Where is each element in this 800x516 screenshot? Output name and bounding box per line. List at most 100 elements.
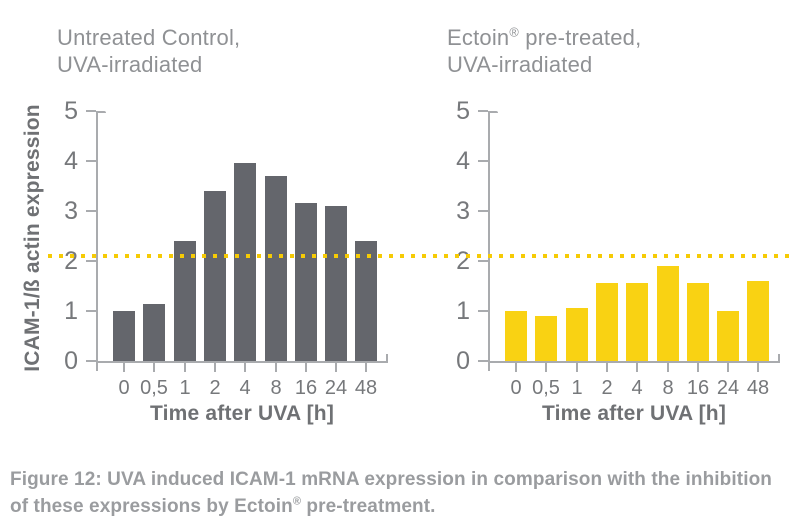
x-tick-mark (244, 363, 246, 372)
bar (535, 316, 557, 361)
bar (265, 176, 287, 361)
x-tick-mark (335, 363, 337, 372)
x-tick-label: 16 (294, 377, 318, 399)
bar (174, 241, 196, 361)
bar (143, 304, 165, 361)
x-axis-title: Time after UVA [h] (541, 402, 727, 425)
bar (204, 191, 226, 361)
y-tick-mark (478, 260, 488, 262)
left-panel-title-line2: UVA-irradiated (57, 52, 203, 77)
figure-caption: Figure 12: UVA induced ICAM-1 mRNA expre… (10, 466, 792, 516)
y-tick-mark (86, 160, 96, 162)
x-tick-mark (697, 363, 699, 372)
left-panel-title: Untreated Control, UVA-irradiated (57, 24, 240, 78)
y-tick-mark (86, 260, 96, 262)
bar (234, 163, 256, 361)
x-tick-mark (184, 363, 186, 372)
y-axis-label: ICAM-1/ß actin expression (21, 104, 44, 372)
x-tick-mark (365, 363, 367, 372)
bar (626, 283, 648, 361)
y-tick-label: 2 (64, 247, 78, 275)
x-tick-label: 0 (118, 377, 130, 399)
ectoin-pretreated-chart: Time after UVA [h] 0 1 2 3 4 5 0 0,5 1 2 4 8 16 24 48 (456, 98, 788, 425)
bar (505, 311, 527, 361)
y-tick-label: 2 (456, 247, 470, 275)
y-tick-mark (86, 210, 96, 212)
x-tick-label: 0,5 (140, 377, 168, 399)
x-tick-label: 48 (354, 377, 378, 399)
x-tick-mark (757, 363, 759, 372)
y-axis-top-cap (488, 111, 498, 113)
bar (717, 311, 739, 361)
x-tick-mark (636, 363, 638, 372)
right-panel-title: Ectoin® pre-treated, UVA-irradiated (447, 24, 641, 78)
untreated-control-chart: Time after UVA [h] 0 1 2 3 4 5 0 0,5 1 2 4 8 16 24 48 (64, 98, 396, 425)
x-tick-label: 48 (746, 377, 770, 399)
x-tick-mark (123, 363, 125, 372)
x-tick-label: 2 (209, 377, 221, 399)
y-tick-label: 4 (64, 147, 78, 175)
bar (596, 283, 618, 361)
x-tick-mark (576, 363, 578, 372)
x-tick-label: 0,5 (532, 377, 560, 399)
y-tick-label: 3 (456, 197, 470, 225)
bar (295, 203, 317, 361)
x-tick-mark (275, 363, 277, 372)
x-tick-label: 4 (631, 377, 643, 399)
y-axis-line (96, 111, 98, 371)
right-panel-title-line1: Ectoin® pre-treated, (447, 24, 642, 50)
x-tick-mark (214, 363, 216, 372)
y-tick-label: 4 (456, 147, 470, 175)
y-axis-top-cap (96, 111, 106, 113)
bar (747, 281, 769, 361)
bar (325, 206, 347, 361)
x-tick-mark (545, 363, 547, 372)
bar (355, 241, 377, 361)
y-tick-mark (86, 310, 96, 312)
x-tick-label: 4 (239, 377, 251, 399)
x-tick-label: 16 (686, 377, 710, 399)
y-tick-mark (478, 160, 488, 162)
x-axis-line (488, 361, 780, 363)
x-tick-label: 1 (571, 377, 583, 399)
right-panel-title-line2: UVA-irradiated (447, 52, 593, 77)
y-tick-mark (478, 210, 488, 212)
x-tick-mark (153, 363, 155, 372)
y-axis-line (488, 111, 490, 371)
bar (113, 311, 135, 361)
x-tick-label: 24 (716, 377, 740, 399)
caption-line2: of these expressions by Ectoin® pre-trea… (10, 495, 436, 516)
x-tick-mark (515, 363, 517, 372)
x-tick-label: 2 (601, 377, 613, 399)
x-tick-label: 0 (510, 377, 522, 399)
bar (657, 266, 679, 361)
bar (566, 308, 588, 361)
y-tick-mark (478, 310, 488, 312)
x-tick-label: 24 (324, 377, 348, 399)
y-tick-label: 0 (456, 347, 470, 375)
y-tick-label: 5 (456, 97, 470, 125)
y-tick-mark (478, 360, 488, 362)
x-tick-mark (727, 363, 729, 372)
left-panel-title-line1: Untreated Control, (57, 25, 241, 50)
y-tick-label: 1 (64, 297, 78, 325)
x-axis-title: Time after UVA [h] (149, 402, 335, 425)
y-tick-label: 3 (64, 197, 78, 225)
x-tick-label: 1 (179, 377, 191, 399)
y-tick-label: 5 (64, 97, 78, 125)
x-axis-end-cap (386, 354, 388, 363)
y-tick-label: 0 (64, 347, 78, 375)
threshold-reference-line (48, 254, 790, 258)
x-tick-label: 8 (662, 377, 674, 399)
y-tick-mark (86, 360, 96, 362)
x-tick-mark (667, 363, 669, 372)
y-tick-mark (478, 110, 488, 112)
x-axis-line (96, 361, 388, 363)
y-tick-label: 1 (456, 297, 470, 325)
caption-line1: Figure 12: UVA induced ICAM-1 mRNA expre… (10, 469, 772, 490)
bar (687, 283, 709, 361)
x-tick-mark (606, 363, 608, 372)
x-axis-end-cap (778, 354, 780, 363)
x-tick-label: 8 (270, 377, 282, 399)
x-tick-mark (305, 363, 307, 372)
